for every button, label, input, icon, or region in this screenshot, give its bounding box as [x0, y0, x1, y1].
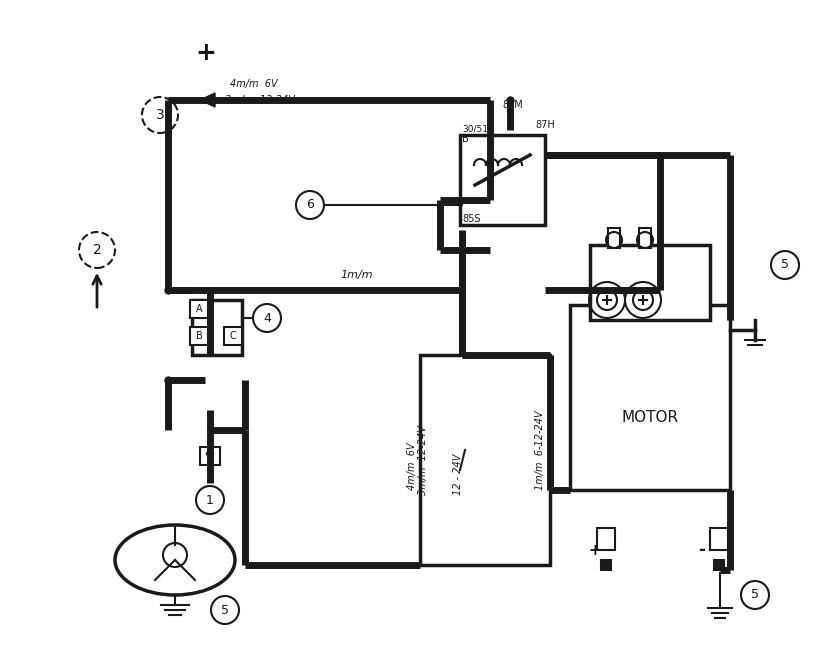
Text: +: + — [588, 543, 601, 558]
Text: A: A — [195, 304, 203, 314]
Bar — [639, 228, 651, 248]
Text: MOTOR: MOTOR — [621, 410, 678, 425]
Bar — [710, 528, 728, 550]
Text: 1: 1 — [206, 494, 214, 506]
Text: B: B — [462, 134, 469, 144]
Text: +: + — [195, 41, 216, 65]
Bar — [570, 305, 730, 490]
Bar — [190, 300, 208, 318]
Text: 85S: 85S — [462, 214, 480, 224]
Text: 6: 6 — [306, 199, 314, 211]
Bar — [601, 560, 611, 570]
Bar — [714, 560, 724, 570]
Text: 12 - 24V: 12 - 24V — [453, 454, 463, 495]
Text: 4: 4 — [263, 311, 271, 324]
Bar — [460, 135, 545, 225]
Bar — [192, 300, 242, 355]
Text: 5: 5 — [221, 604, 229, 617]
Bar — [200, 447, 220, 465]
Text: 4m/m  6V: 4m/m 6V — [407, 442, 417, 490]
Bar — [224, 327, 242, 345]
Text: 2: 2 — [92, 243, 101, 257]
Text: 4m/m  6V: 4m/m 6V — [230, 79, 278, 89]
Text: 3m/m  12-24V: 3m/m 12-24V — [225, 95, 295, 105]
Text: 86M: 86M — [502, 100, 522, 110]
Bar — [190, 327, 208, 345]
Text: 3: 3 — [156, 108, 164, 122]
Text: 5: 5 — [751, 589, 759, 602]
Text: 1m/m  6-12-24V: 1m/m 6-12-24V — [535, 410, 545, 490]
Text: C: C — [230, 331, 236, 341]
Text: B: B — [195, 331, 203, 341]
Bar — [420, 355, 550, 565]
Text: 5: 5 — [781, 258, 789, 271]
Text: -: - — [698, 541, 705, 559]
Bar — [590, 245, 710, 320]
Text: 30/51: 30/51 — [462, 125, 488, 134]
Text: 1m/m: 1m/m — [340, 270, 372, 280]
Bar — [597, 528, 615, 550]
Bar — [608, 228, 620, 248]
Text: 3m/m  12-24V: 3m/m 12-24V — [418, 425, 428, 495]
Text: 87H: 87H — [535, 120, 555, 130]
Polygon shape — [200, 93, 215, 107]
